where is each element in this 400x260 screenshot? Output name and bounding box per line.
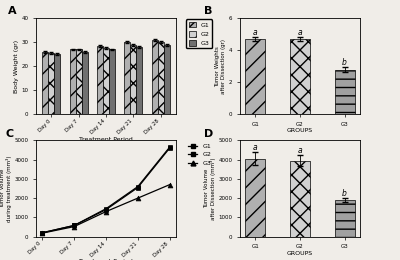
Legend: G1, G2, G3: G1, G2, G3 — [186, 142, 213, 168]
G3 — [167, 183, 172, 186]
Y-axis label: Tumor Volume
during treatment (mm³): Tumor Volume during treatment (mm³) — [0, 155, 12, 222]
Bar — [246, 159, 266, 237]
Bar — [158, 42, 164, 114]
Text: a: a — [253, 143, 258, 152]
X-axis label: GROUPS: GROUPS — [287, 251, 313, 256]
Legend: G1, G2, G3: G1, G2, G3 — [186, 20, 212, 48]
Bar — [334, 69, 354, 114]
G3 — [72, 225, 76, 228]
G2 — [167, 146, 172, 149]
Text: C: C — [5, 128, 13, 139]
Bar — [42, 52, 48, 114]
Bar — [152, 40, 158, 114]
Text: a: a — [253, 28, 258, 37]
Y-axis label: Tumor Weights
after Dissection (gr): Tumor Weights after Dissection (gr) — [215, 39, 226, 94]
G2 — [136, 185, 140, 188]
Bar — [124, 42, 130, 114]
G2 — [72, 224, 76, 227]
G1 — [72, 224, 76, 227]
G1 — [104, 208, 108, 211]
Bar — [97, 46, 103, 114]
Y-axis label: Body Weight (gr): Body Weight (gr) — [14, 40, 18, 93]
Line: G3: G3 — [40, 182, 172, 236]
G2 — [40, 231, 45, 234]
G1 — [167, 147, 172, 150]
Bar — [82, 52, 88, 114]
Text: B: B — [204, 6, 212, 16]
G1 — [136, 186, 140, 189]
X-axis label: Treatment Period: Treatment Period — [79, 137, 133, 142]
G3 — [136, 197, 140, 200]
Line: G1: G1 — [40, 146, 172, 235]
G3 — [104, 210, 108, 213]
Bar — [334, 200, 354, 237]
Bar — [54, 54, 60, 114]
G2 — [104, 207, 108, 210]
Y-axis label: Tumor Volume
after Dissection (mm³): Tumor Volume after Dissection (mm³) — [204, 157, 216, 220]
Text: a: a — [298, 146, 302, 155]
Bar — [48, 53, 54, 114]
Line: G2: G2 — [40, 145, 172, 235]
Bar — [290, 161, 310, 237]
Bar — [70, 49, 76, 114]
Bar — [164, 45, 170, 114]
Bar — [76, 49, 82, 114]
X-axis label: Treatment Period: Treatment Period — [79, 259, 133, 260]
X-axis label: GROUPS: GROUPS — [287, 128, 313, 133]
Text: A: A — [8, 6, 17, 16]
Text: a: a — [298, 28, 302, 37]
Bar — [246, 39, 266, 114]
Bar — [290, 39, 310, 114]
G1 — [40, 231, 45, 234]
Bar — [136, 47, 142, 114]
Bar — [109, 49, 115, 114]
Text: D: D — [204, 128, 213, 139]
Bar — [130, 45, 136, 114]
Bar — [103, 48, 109, 114]
G3 — [40, 232, 45, 235]
Text: b: b — [342, 58, 347, 67]
Text: b: b — [342, 189, 347, 198]
